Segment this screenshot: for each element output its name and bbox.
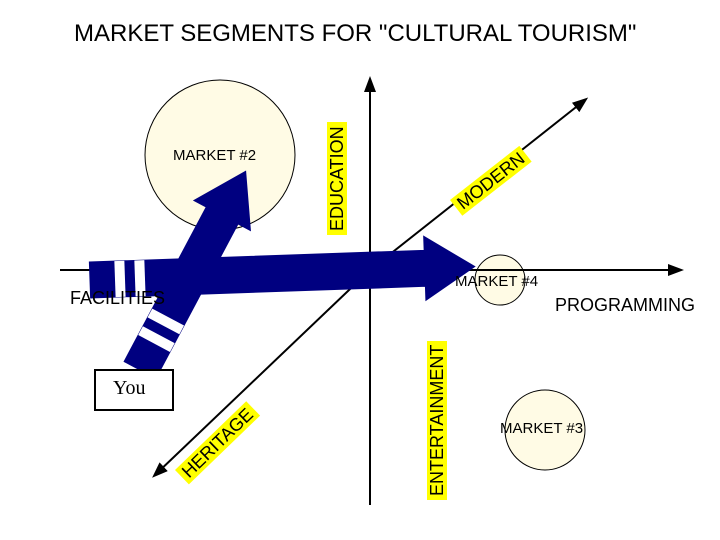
market-4-label: MARKET #4 xyxy=(455,273,538,290)
market-2-label: MARKET #2 xyxy=(173,147,256,164)
axis-education: EDUCATION xyxy=(327,122,348,235)
facilities-label: FACILITIES xyxy=(70,288,165,309)
you-label: You xyxy=(113,377,145,400)
market-3-label: MARKET #3 xyxy=(500,420,583,437)
programming-label: PROGRAMMING xyxy=(555,295,695,316)
diagram-canvas xyxy=(0,0,720,540)
axis-entertainment: ENTERTAINMENT xyxy=(427,341,448,500)
